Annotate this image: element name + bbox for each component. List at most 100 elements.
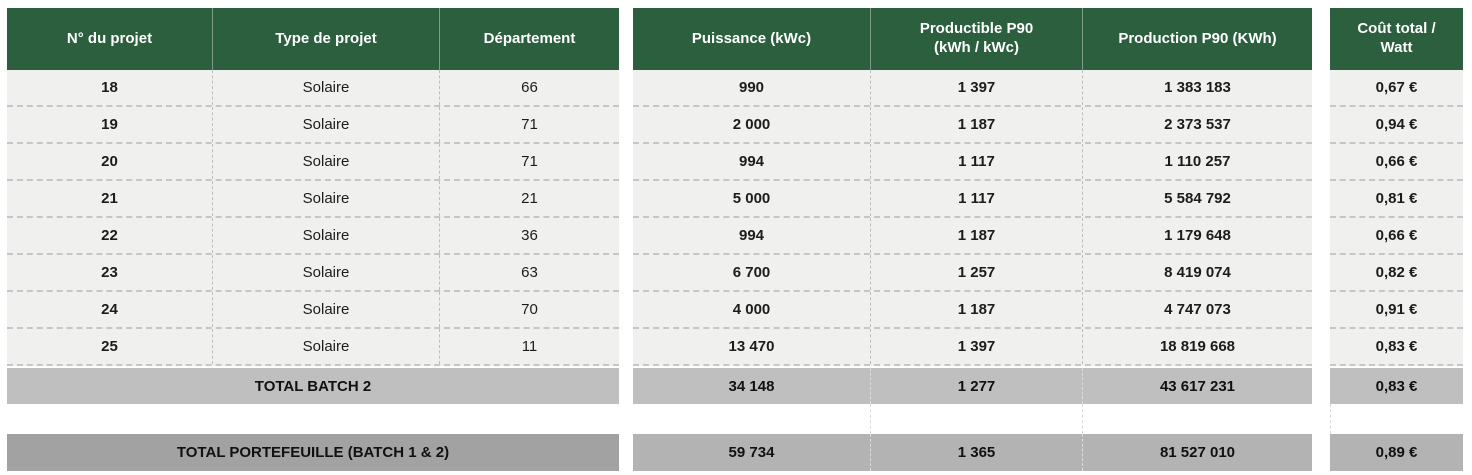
table-row: 0,67 € [1330,70,1463,107]
cell-yield[interactable]: 1 117 [870,144,1082,179]
total-batch2-cost[interactable]: 0,83 € [1375,377,1418,395]
table-row: 6 700 1 257 8 419 074 [633,255,1312,292]
cost-header-row: Coût total / Watt [1330,8,1463,70]
cell-project-number[interactable]: 24 [101,301,118,318]
total-portfolio-production[interactable]: 81 527 010 [1082,434,1312,471]
cell-power[interactable]: 994 [738,227,765,244]
cell-yield[interactable]: 1 187 [870,292,1082,327]
energy-metrics-section: Puissance (kWc) Productible P90 (kWh / k… [633,8,1312,471]
header-cost-per-watt[interactable]: Coût total / Watt [1330,8,1463,70]
cell-project-number[interactable]: 20 [101,153,118,170]
cell-cost-per-watt[interactable]: 0,94 € [1375,116,1418,133]
cell-department[interactable]: 71 [439,107,619,142]
header-project-number[interactable]: N° du projet [66,29,153,47]
cell-project-number[interactable]: 25 [101,338,118,355]
cell-yield[interactable]: 1 187 [870,218,1082,253]
cell-project-number[interactable]: 18 [101,79,118,96]
table-row: 25 Solaire 11 [7,329,619,366]
spacer-row [1330,404,1463,434]
table-row: 2 000 1 187 2 373 537 [633,107,1312,144]
cell-power[interactable]: 13 470 [728,338,775,355]
cell-department[interactable]: 71 [439,144,619,179]
cell-yield[interactable]: 1 257 [870,255,1082,290]
cell-department[interactable]: 63 [439,255,619,290]
cell-cost-per-watt[interactable]: 0,66 € [1375,153,1418,170]
table-row: 0,66 € [1330,218,1463,255]
table-row: 0,66 € [1330,144,1463,181]
cell-project-type[interactable]: Solaire [212,144,439,179]
header-production-p90[interactable]: Production P90 (KWh) [1082,8,1312,70]
total-portfolio-power[interactable]: 59 734 [728,444,775,461]
cell-yield[interactable]: 1 397 [870,329,1082,364]
cell-power[interactable]: 4 000 [732,301,771,318]
cell-production[interactable]: 4 747 073 [1082,292,1312,327]
cell-cost-per-watt[interactable]: 0,66 € [1375,227,1418,244]
table-row: 24 Solaire 70 [7,292,619,329]
cell-power[interactable]: 990 [738,79,765,96]
cell-yield[interactable]: 1 117 [870,181,1082,216]
cost-section: Coût total / Watt 0,67 € 0,94 € 0,66 € 0… [1330,8,1463,471]
cell-project-type[interactable]: Solaire [212,70,439,105]
cell-cost-per-watt[interactable]: 0,81 € [1375,190,1418,207]
cell-production[interactable]: 5 584 792 [1082,181,1312,216]
header-yield-line1: Productible P90 [919,20,1034,38]
cell-cost-per-watt[interactable]: 0,91 € [1375,301,1418,318]
total-portfolio-cost[interactable]: 0,89 € [1375,444,1418,461]
cell-power[interactable]: 2 000 [732,116,771,133]
cell-project-type[interactable]: Solaire [212,218,439,253]
cell-project-number[interactable]: 21 [101,190,118,207]
project-info-header-row: N° du projet Type de projet Département [7,8,619,70]
table-row: 0,81 € [1330,181,1463,218]
cell-production[interactable]: 18 819 668 [1082,329,1312,364]
total-batch2-power[interactable]: 34 148 [728,377,775,395]
header-power[interactable]: Puissance (kWc) [691,29,812,47]
cell-project-type[interactable]: Solaire [212,329,439,364]
total-batch2-yield[interactable]: 1 277 [870,368,1082,404]
cell-project-type[interactable]: Solaire [212,292,439,327]
header-yield-p90[interactable]: Productible P90 (kWh / kWc) [870,8,1082,70]
cell-project-type[interactable]: Solaire [212,255,439,290]
cell-yield[interactable]: 1 397 [870,70,1082,105]
total-batch2-row: TOTAL BATCH 2 [7,368,619,404]
table-row: 19 Solaire 71 [7,107,619,144]
cell-yield[interactable]: 1 187 [870,107,1082,142]
cell-power[interactable]: 994 [738,153,765,170]
total-portfolio-label[interactable]: TOTAL PORTEFEUILLE (BATCH 1 & 2) [176,444,450,461]
cell-project-number[interactable]: 19 [101,116,118,133]
cell-department[interactable]: 70 [439,292,619,327]
project-info-section: N° du projet Type de projet Département … [7,8,619,471]
cell-department[interactable]: 36 [439,218,619,253]
cell-department[interactable]: 11 [439,329,619,364]
table-row: 20 Solaire 71 [7,144,619,181]
total-batch2-production[interactable]: 43 617 231 [1082,368,1312,404]
total-batch2-label[interactable]: TOTAL BATCH 2 [254,377,372,395]
table-row: 18 Solaire 66 [7,70,619,107]
cell-project-type[interactable]: Solaire [212,181,439,216]
cell-cost-per-watt[interactable]: 0,67 € [1375,79,1418,96]
cell-project-number[interactable]: 23 [101,264,118,281]
total-portfolio-row: TOTAL PORTEFEUILLE (BATCH 1 & 2) [7,434,619,471]
cell-production[interactable]: 8 419 074 [1082,255,1312,290]
table-row: 0,82 € [1330,255,1463,292]
header-department[interactable]: Département [439,8,619,70]
cell-production[interactable]: 1 383 183 [1082,70,1312,105]
table-row: 4 000 1 187 4 747 073 [633,292,1312,329]
table-row: 994 1 117 1 110 257 [633,144,1312,181]
cell-production[interactable]: 1 179 648 [1082,218,1312,253]
header-cost-line1: Coût total / [1357,20,1436,38]
cell-department[interactable]: 21 [439,181,619,216]
total-portfolio-yield[interactable]: 1 365 [870,434,1082,471]
cell-power[interactable]: 5 000 [732,190,771,207]
cell-cost-per-watt[interactable]: 0,83 € [1375,338,1418,355]
cell-department[interactable]: 66 [439,70,619,105]
cell-cost-per-watt[interactable]: 0,82 € [1375,264,1418,281]
cell-power[interactable]: 6 700 [732,264,771,281]
energy-metrics-header-row: Puissance (kWc) Productible P90 (kWh / k… [633,8,1312,70]
total-batch2-row: 34 148 1 277 43 617 231 [633,368,1312,404]
header-project-type[interactable]: Type de projet [212,8,439,70]
cell-project-number[interactable]: 22 [101,227,118,244]
cell-project-type[interactable]: Solaire [212,107,439,142]
cell-production[interactable]: 1 110 257 [1082,144,1312,179]
cell-production[interactable]: 2 373 537 [1082,107,1312,142]
